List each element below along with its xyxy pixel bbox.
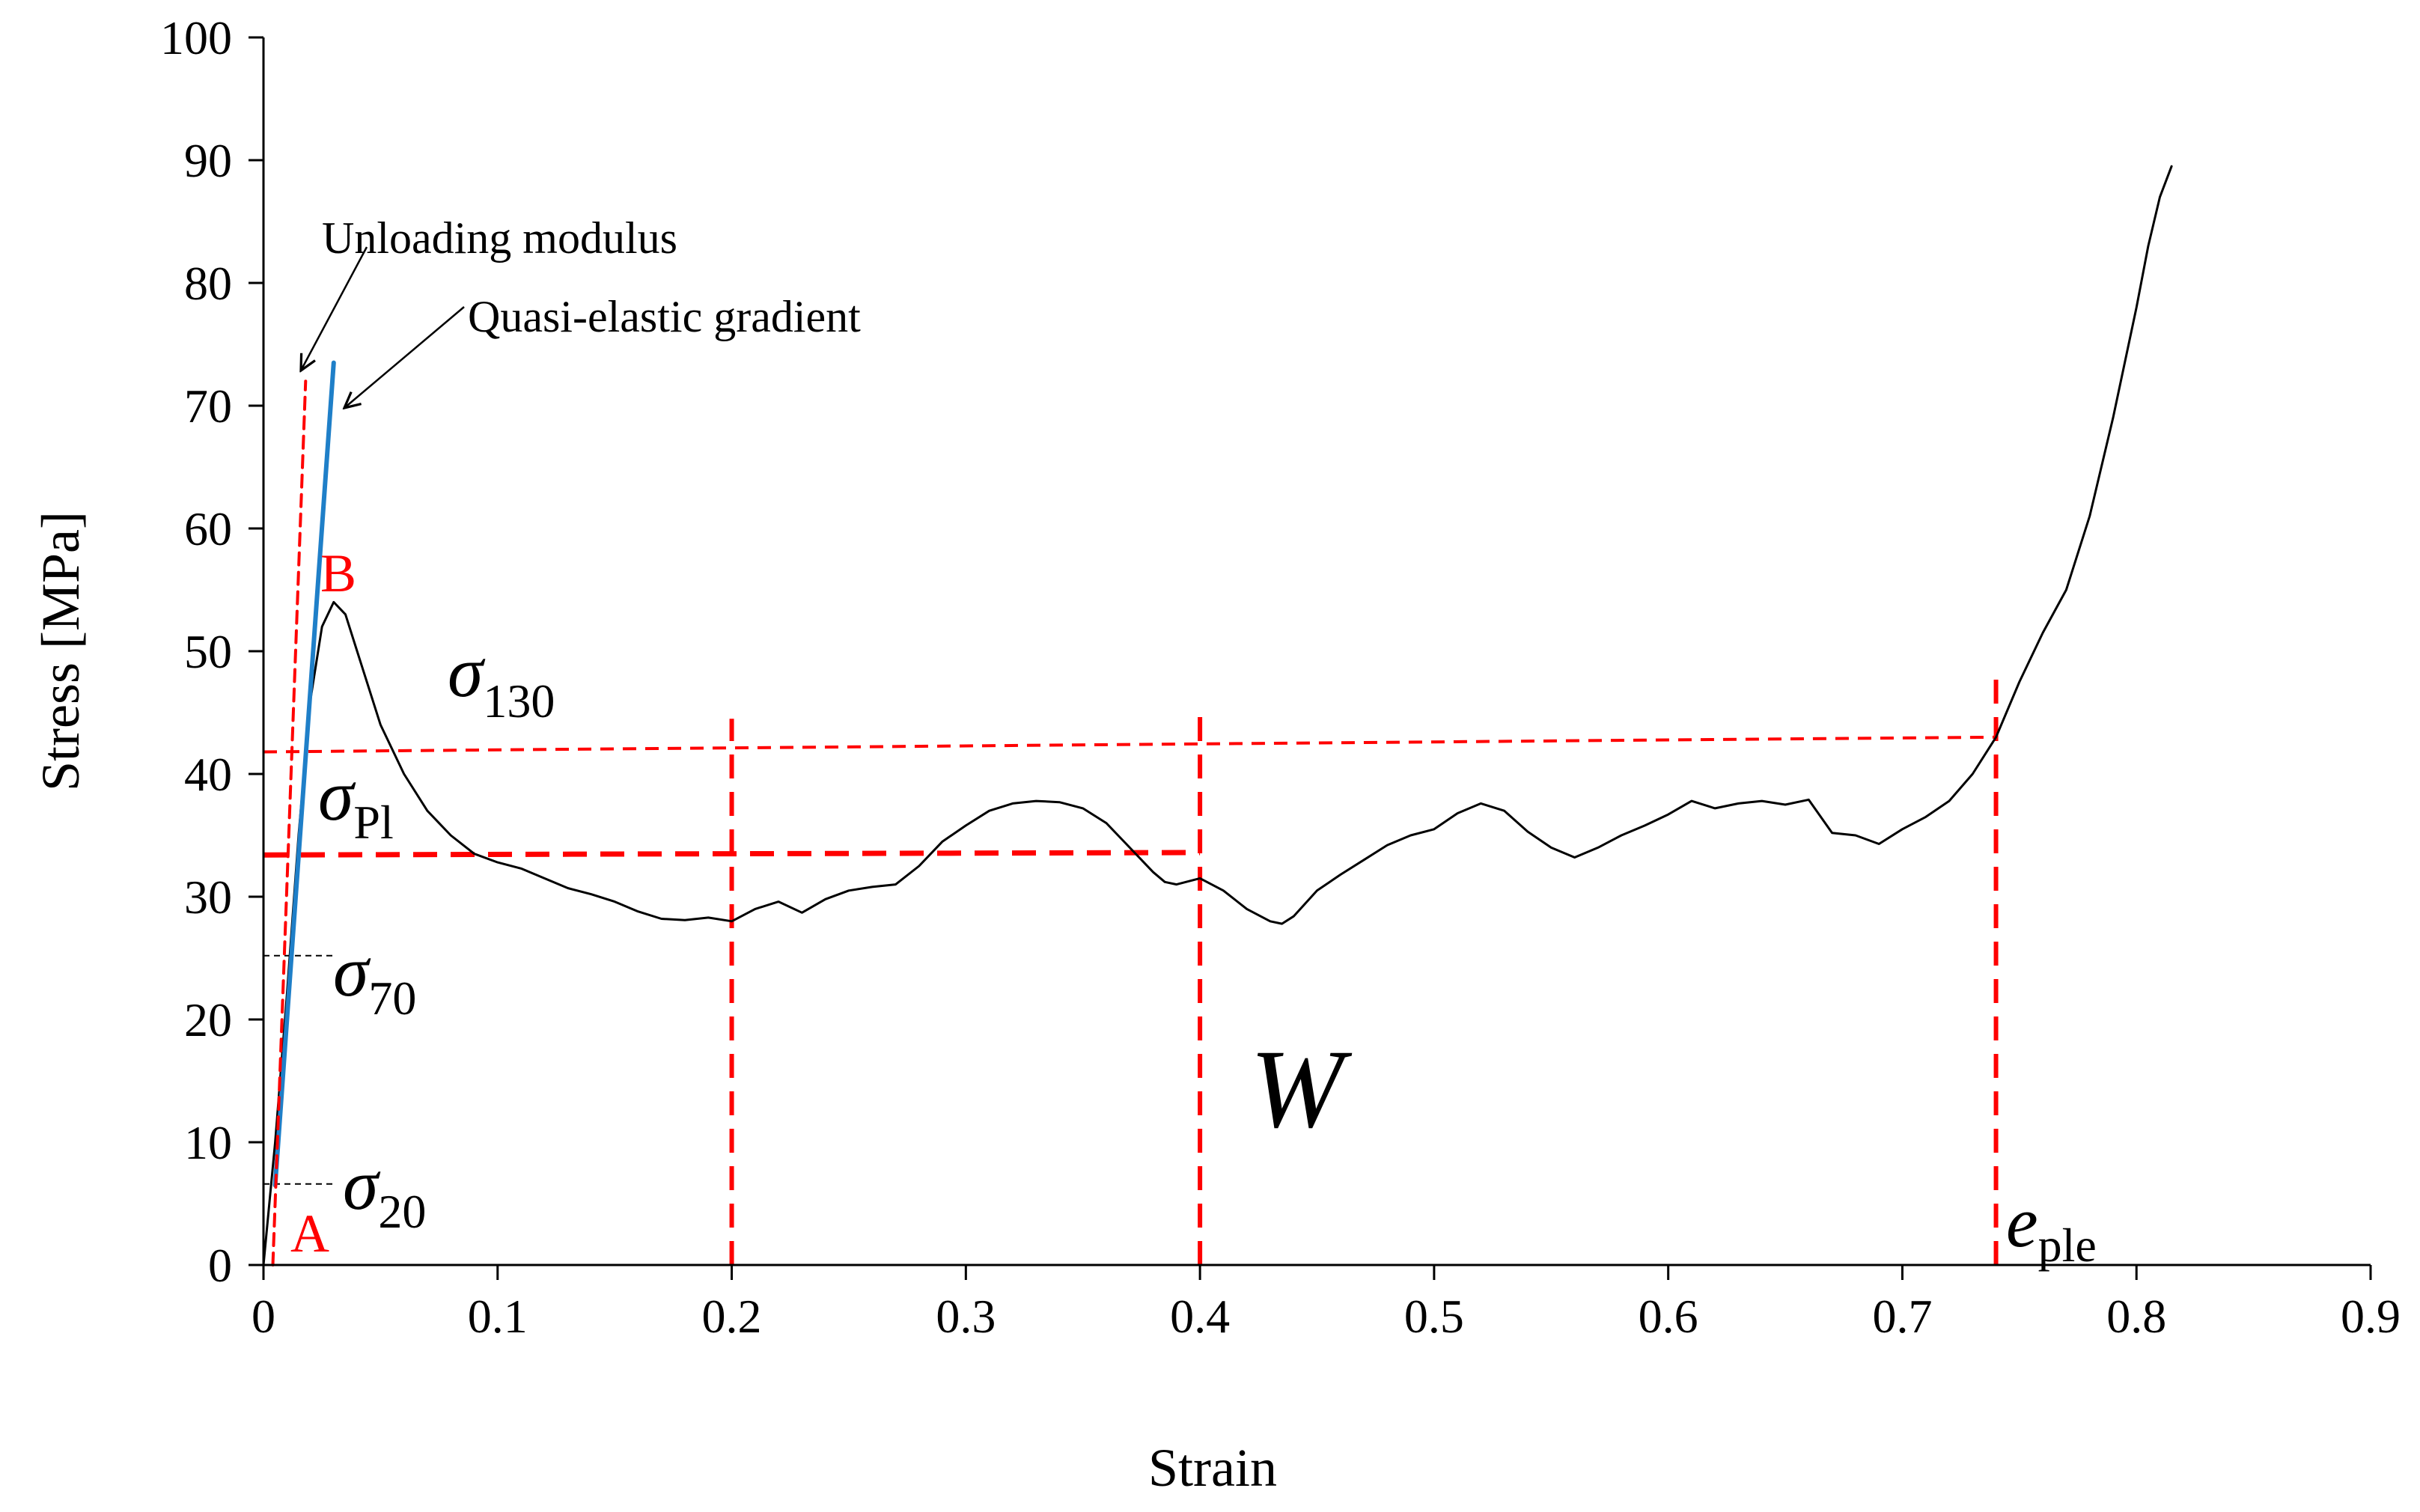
quasi-elastic-gradient-arrow bbox=[344, 306, 465, 408]
unloading-modulus-label: Unloading modulus bbox=[322, 213, 677, 263]
y-tick-label: 100 bbox=[160, 11, 232, 64]
x-tick-label: 0.7 bbox=[1872, 1290, 1932, 1343]
sigma-130-level bbox=[263, 735, 1996, 754]
y-tick-label: 20 bbox=[184, 993, 232, 1046]
sigma-130-sigma: σ bbox=[448, 632, 486, 712]
y-tick-label: 60 bbox=[184, 502, 232, 555]
point-a-label: A bbox=[290, 1204, 329, 1263]
y-tick-label: 10 bbox=[184, 1116, 232, 1169]
sigma-pl-symbol: σPl bbox=[318, 755, 394, 849]
y-tick-label: 30 bbox=[184, 871, 232, 924]
x-tick-label: 0 bbox=[252, 1290, 275, 1343]
sigma-20-symbol: σ20 bbox=[343, 1144, 426, 1238]
x-tick-label: 0.2 bbox=[702, 1290, 762, 1343]
series-quasi-elastic-gradient bbox=[272, 360, 336, 1188]
e-ple-subscript: ple bbox=[2038, 1219, 2097, 1272]
sigma-130-symbol: σ130 bbox=[448, 632, 555, 728]
x-tick-label: 0.1 bbox=[468, 1290, 528, 1343]
reference-lines bbox=[263, 675, 1999, 1265]
sigma-70-symbol: σ70 bbox=[333, 931, 416, 1025]
sigma-pl-sigma: σ bbox=[318, 755, 356, 835]
x-tick-label: 0.3 bbox=[936, 1290, 996, 1343]
point-b-label: B bbox=[320, 543, 356, 603]
x-tick-label: 0.6 bbox=[1639, 1290, 1698, 1343]
e-ple-e: e bbox=[2006, 1182, 2038, 1262]
series-layer bbox=[262, 165, 2173, 1266]
y-tick-label: 50 bbox=[184, 625, 232, 678]
series-stress-strain-curve bbox=[262, 165, 2173, 1266]
sigma-70-sigma: σ bbox=[333, 931, 371, 1011]
y-tick-label: 0 bbox=[208, 1239, 232, 1292]
ticks bbox=[249, 36, 2372, 1280]
e-ple-symbol: eple bbox=[2006, 1182, 2097, 1272]
y-tick-label: 80 bbox=[184, 257, 232, 310]
work-label: W bbox=[1250, 1027, 1353, 1151]
x-tick-label: 0.9 bbox=[2341, 1290, 2401, 1343]
x-tick-label: 0.8 bbox=[2106, 1290, 2166, 1343]
x-tick-label: 0.4 bbox=[1170, 1290, 1230, 1343]
sigma-20-sigma: σ bbox=[343, 1144, 381, 1225]
y-tick-label: 40 bbox=[184, 748, 232, 801]
sigma-20-subscript: 20 bbox=[378, 1185, 426, 1238]
x-tick-label: 0.5 bbox=[1404, 1290, 1464, 1343]
y-tick-label: 90 bbox=[184, 134, 232, 187]
sigma-pl-subscript: Pl bbox=[353, 796, 393, 849]
unloading-modulus-arrow bbox=[301, 246, 368, 371]
sigma-130-subscript: 130 bbox=[483, 674, 555, 728]
series-unloading-modulus bbox=[271, 379, 308, 1266]
sigma-pl-level bbox=[263, 850, 1201, 858]
y-axis-label: Stress [MPa] bbox=[31, 511, 91, 791]
quasi-elastic-gradient-label: Quasi-elastic gradient bbox=[468, 292, 861, 341]
tick-labels: 0 0.1 0.2 0.3 0.4 0.5 0.6 0.7 0.8 0.9 0 10 20 30 40 50 6… bbox=[160, 11, 2401, 1343]
sigma-70-subscript: 70 bbox=[368, 972, 416, 1025]
x-axis-label: Strain bbox=[1148, 1438, 1277, 1498]
y-tick-label: 70 bbox=[184, 379, 232, 433]
